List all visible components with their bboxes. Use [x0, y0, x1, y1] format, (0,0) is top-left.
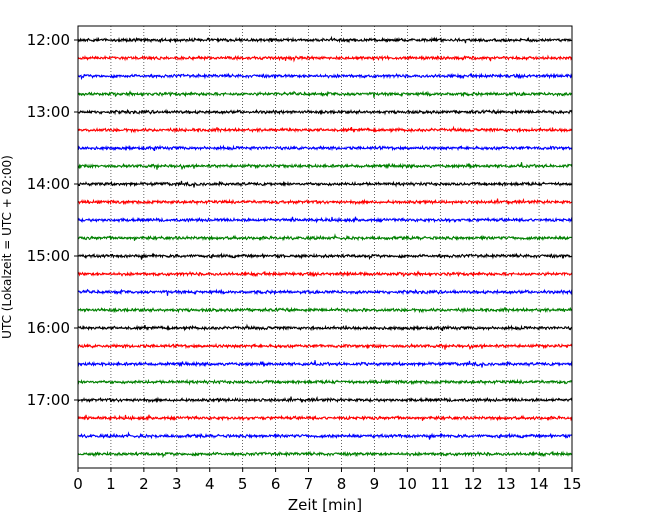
x-axis: 0 1 2 3 4 5 6 7 8 9 10 11 12 13 14 15: [73, 468, 582, 493]
x-tick-label: 13: [497, 475, 516, 493]
trace-1545: [77, 306, 573, 314]
trace-1530: [77, 288, 573, 296]
x-tick-label: 12: [464, 475, 483, 493]
trace-1245: [77, 90, 573, 98]
x-axis-label: Zeit [min]: [288, 496, 362, 514]
trace-1730: [77, 431, 573, 440]
trace-1430: [77, 216, 573, 224]
x-tick-label: 7: [304, 475, 314, 493]
x-tick-label: 9: [370, 475, 380, 493]
x-tick-label: 10: [398, 475, 417, 493]
trace-1315: [77, 125, 573, 134]
x-tick-label: 3: [172, 475, 182, 493]
trace-1500: [77, 252, 573, 261]
x-tick-label: 15: [562, 475, 581, 493]
trace-1615: [77, 342, 573, 350]
trace-1600: [77, 323, 573, 332]
x-tick-label: 14: [530, 475, 549, 493]
y-axis-label: UTC (Lokalzeit = UTC + 02:00): [0, 155, 14, 339]
trace-1400: [77, 180, 573, 188]
y-axis: 12:00 13:00 14:00 15:00 16:00 17:00: [27, 31, 78, 409]
trace-1445: [77, 233, 573, 242]
trace-1230: [77, 72, 573, 81]
y-tick-label: 14:00: [27, 175, 70, 193]
x-tick-label: 5: [238, 475, 248, 493]
x-tick-label: 2: [139, 475, 149, 493]
trace-1715: [77, 414, 573, 422]
x-tick-label: 11: [431, 475, 450, 493]
trace-1645: [77, 378, 573, 386]
x-tick-label: 6: [271, 475, 281, 493]
x-tick-label: 0: [73, 475, 83, 493]
y-tick-label: 16:00: [27, 319, 70, 337]
trace-1415: [77, 198, 573, 206]
trace-1200: [77, 35, 573, 44]
y-tick-label: 17:00: [27, 391, 70, 409]
trace-1630: [77, 360, 573, 368]
trace-1300: [77, 108, 573, 116]
seismic-traces: [77, 35, 573, 459]
y-tick-label: 13:00: [27, 103, 70, 121]
trace-1215: [77, 54, 573, 63]
trace-1745: [77, 450, 573, 459]
trace-1330: [77, 144, 573, 152]
plot-frame: [77, 25, 573, 469]
x-tick-label: 4: [205, 475, 215, 493]
trace-1700: [77, 396, 573, 404]
x-tick-label: 8: [337, 475, 347, 493]
y-tick-label: 15:00: [27, 247, 70, 265]
y-tick-label: 12:00: [27, 31, 70, 49]
trace-1345: [77, 162, 573, 170]
x-tick-label: 1: [106, 475, 116, 493]
trace-1515: [77, 270, 573, 278]
